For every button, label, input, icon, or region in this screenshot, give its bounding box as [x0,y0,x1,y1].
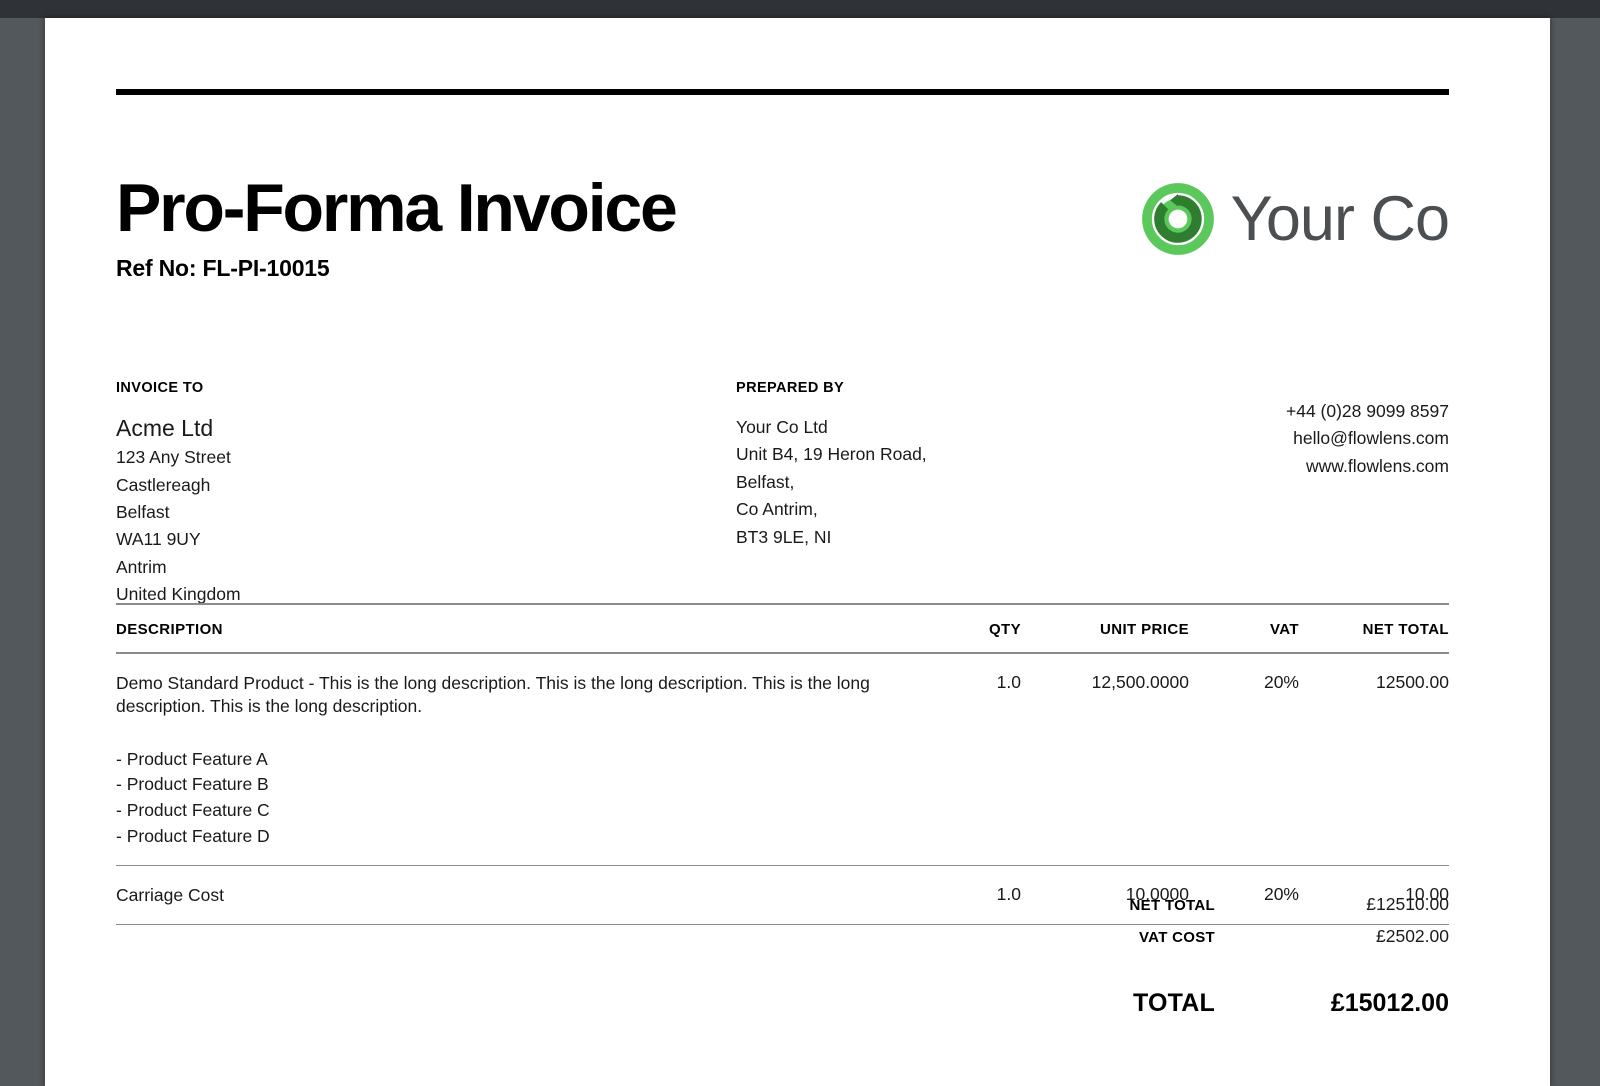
column-header-vat: VAT [1189,603,1299,654]
line-item-qty: 1.0 [925,865,1021,925]
line-item-description-cell: Demo Standard Product - This is the long… [116,653,925,867]
line-items-section: DESCRIPTION QTY UNIT PRICE VAT NET TOTAL… [116,603,1449,925]
invoice-reference: Ref No: FL-PI-10015 [116,254,330,281]
line-item-description: Demo Standard Product - This is the long… [116,673,870,717]
grand-total-row: TOTAL £15012.00 [116,989,1449,1018]
prepared-by-line: Your Co Ltd [736,417,828,437]
table-body: Demo Standard Product - This is the long… [116,653,1449,925]
invoice-to-line: 123 Any Street [116,447,231,468]
prepared-by-label: PREPARED BY [736,380,845,396]
totals-section: NET TOTAL £12510.00 VAT COST £2502.00 TO… [116,894,1449,1029]
prepared-by-line: Unit B4, 19 Heron Road, [736,444,927,465]
invoice-to-label: INVOICE TO [116,380,204,396]
feature-item: - Product Feature A [116,748,268,769]
contact-phone: +44 (0)28 9099 8597 [1286,401,1449,421]
contact-block: +44 (0)28 9099 8597 hello@flowlens.com w… [1146,380,1449,609]
prepared-by-line: Belfast, [736,471,795,492]
prepared-by-line: BT3 9LE, NI [736,526,832,547]
column-header-qty: QTY [925,603,1021,654]
prepared-by-line: Co Antrim, [736,499,818,520]
line-item-features: - Product Feature A - Product Feature B … [116,747,889,850]
column-header-net-total: NET TOTAL [1299,603,1449,654]
grand-total-label: TOTAL [1132,989,1215,1017]
table-row: Carriage Cost 1.0 10.0000 20% 10.00 [116,865,1449,925]
title-block: Pro-Forma Invoice Ref No: FL-PI-10015 [116,166,678,282]
line-item-description: Carriage Cost [116,865,925,925]
invoice-to-line: Antrim [116,556,167,577]
invoice-page: Pro-Forma Invoice Ref No: FL-PI-10015 Yo… [45,18,1550,1086]
company-logo: Your Co [1139,166,1450,258]
viewer-top-bar [0,0,1600,18]
invoice-to-block: INVOICE TO Acme Ltd 123 Any Street Castl… [116,380,736,609]
line-item-unit-price: 10.0000 [1021,865,1189,925]
vat-cost-row: VAT COST £2502.00 [116,926,1449,947]
contact-website[interactable]: www.flowlens.com [1306,455,1449,476]
grand-total-value: £15012.00 [1330,989,1449,1017]
line-item-vat: 20% [1189,865,1299,925]
line-item-qty: 1.0 [925,653,1021,867]
column-header-description: DESCRIPTION [116,603,925,654]
contact-spacer [1146,380,1449,398]
table-row: Demo Standard Product - This is the long… [116,653,1449,867]
contact-email[interactable]: hello@flowlens.com [1293,428,1449,449]
vat-cost-value: £2502.00 [1376,926,1449,946]
feature-item: - Product Feature C [116,799,270,820]
invoice-to-line: Castlereagh [116,474,211,495]
line-item-net-total: 12500.00 [1299,653,1449,867]
invoice-header: Pro-Forma Invoice Ref No: FL-PI-10015 Yo… [116,166,1450,282]
net-total-value: £12510.00 [1366,894,1449,914]
customer-name: Acme Ltd [116,415,214,441]
vat-cost-label: VAT COST [1138,929,1215,946]
feature-item: - Product Feature D [116,825,270,846]
invoice-to-line: United Kingdom [116,584,241,605]
column-header-unit-price: UNIT PRICE [1021,603,1189,654]
company-name: Your Co [1230,183,1450,254]
page-title: Pro-Forma Invoice [116,170,678,246]
table-header-row: DESCRIPTION QTY UNIT PRICE VAT NET TOTAL [116,603,1449,654]
net-total-label: NET TOTAL [1129,897,1215,914]
header-rule [116,89,1449,95]
invoice-to-line: WA11 9UY [116,529,201,550]
line-item-vat: 20% [1189,653,1299,867]
line-items-table: DESCRIPTION QTY UNIT PRICE VAT NET TOTAL… [116,603,1449,925]
line-item-net-total: 10.00 [1299,865,1449,925]
green-circle-arrow-logo-icon [1141,183,1214,255]
address-section: INVOICE TO Acme Ltd 123 Any Street Castl… [116,380,1449,609]
net-total-row: NET TOTAL £12510.00 [116,894,1449,915]
table-header: DESCRIPTION QTY UNIT PRICE VAT NET TOTAL [116,603,1449,654]
line-item-unit-price: 12,500.0000 [1021,653,1189,867]
invoice-to-line: Belfast [116,501,170,522]
feature-item: - Product Feature B [116,774,269,795]
prepared-by-block: PREPARED BY Your Co Ltd Unit B4, 19 Hero… [736,380,1146,609]
